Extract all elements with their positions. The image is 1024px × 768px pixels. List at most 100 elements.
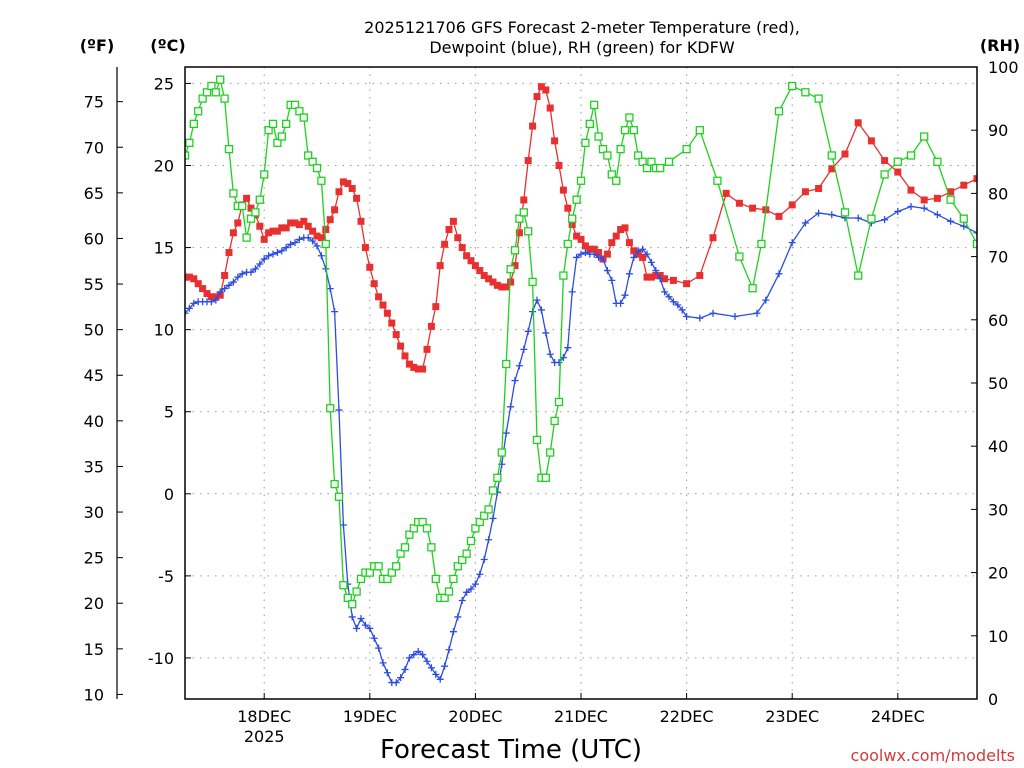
series-layer <box>185 75 977 687</box>
rh-point <box>238 201 247 211</box>
temperature-point <box>502 283 510 291</box>
rh-point <box>612 176 621 185</box>
temperature-point <box>559 186 567 194</box>
rh-point <box>506 265 515 274</box>
temperature-point <box>828 165 836 173</box>
temperature-point <box>273 227 281 235</box>
rh-point <box>374 562 383 571</box>
temperature-point <box>485 275 493 283</box>
rh-point <box>682 145 691 154</box>
temperature-point <box>709 234 717 242</box>
dewpoint-point <box>731 313 739 321</box>
temperature-point <box>287 219 295 227</box>
rh-point <box>774 107 784 116</box>
dewpoint-point <box>357 615 365 623</box>
rh-point <box>185 138 194 147</box>
rh-point <box>282 119 291 129</box>
dewpoint-point <box>427 664 435 672</box>
dewpoint-point <box>581 248 589 256</box>
rh-point <box>880 170 889 179</box>
dewpoint-point <box>524 327 532 335</box>
temperature-point <box>344 180 352 188</box>
temperature-point <box>894 168 902 176</box>
dewpoint-point <box>815 209 823 217</box>
dewpoint-point <box>894 207 902 215</box>
temperature-point <box>326 216 334 224</box>
temperature-point <box>256 222 264 230</box>
temperature-point <box>815 184 823 192</box>
rh-point <box>356 574 366 584</box>
dewpoint-point <box>630 253 638 261</box>
dewpoint-point <box>260 255 268 263</box>
fahrenheit-tick-label: 75 <box>84 93 104 112</box>
temperature-point <box>612 232 620 240</box>
temperature-point <box>414 365 422 373</box>
rh-point <box>493 473 502 482</box>
fahrenheit-tick-label: 55 <box>84 275 104 294</box>
dewpoint-point <box>669 298 677 306</box>
dewpoint-point <box>542 329 550 337</box>
dewpoint-point <box>573 253 581 261</box>
dewpoint-point <box>256 260 264 268</box>
temperature-point <box>841 150 849 158</box>
temperature-point <box>881 157 889 165</box>
dewpoint-point <box>661 288 669 296</box>
dewpoint-point <box>520 345 528 353</box>
rh-point <box>251 208 260 217</box>
rh-point <box>326 404 335 413</box>
dewpoint-point <box>507 403 515 411</box>
dewpoint-point <box>221 285 229 293</box>
temperature-point <box>568 221 576 229</box>
dewpoint-point <box>656 275 664 283</box>
temperature-point <box>203 290 211 298</box>
temperature-point <box>489 278 497 286</box>
dewpoint-point <box>269 250 277 258</box>
rh-point <box>308 157 317 166</box>
time-tick-sublabel: 2025 <box>244 727 285 746</box>
chart-title-line-1: 2025121706 GFS Forecast 2-meter Temperat… <box>364 18 800 37</box>
temperature-point <box>392 331 400 339</box>
rh-point <box>581 138 590 147</box>
temperature-point <box>775 212 783 220</box>
dewpoint-point <box>410 651 418 659</box>
temperature-point <box>533 93 541 101</box>
rh-point <box>656 163 665 173</box>
fahrenheit-tick-label: 70 <box>84 138 104 157</box>
rh-point <box>339 581 348 590</box>
dewpoint-point <box>436 675 444 683</box>
rh-point <box>497 448 506 457</box>
rh-point <box>528 277 537 287</box>
rh-point <box>229 189 238 198</box>
dewpoint-point <box>471 580 479 588</box>
temperature-point <box>366 263 374 271</box>
rh-point <box>348 600 357 609</box>
celsius-tick-label: 20 <box>154 156 174 175</box>
dewpoint-point <box>933 211 941 219</box>
dewpoint-point <box>603 267 611 275</box>
rh-point <box>422 524 432 533</box>
time-tick-label: 23DEC <box>765 707 819 726</box>
dewpoint-point <box>383 669 391 677</box>
dewpoint-point <box>326 285 334 293</box>
dewpoint-point <box>907 203 915 211</box>
rh-tick-label: 10 <box>988 627 1008 646</box>
dewpoint-point <box>454 613 462 621</box>
time-tick-label: 21DEC <box>554 707 608 726</box>
rh-point <box>330 479 339 489</box>
dewpoint-point <box>185 309 189 317</box>
temperature-point <box>194 280 202 288</box>
rh-point <box>400 543 410 552</box>
rh-point <box>304 151 313 160</box>
temperature-point <box>458 244 466 252</box>
dewpoint-point <box>234 273 242 281</box>
celsius-tick-label: 0 <box>164 485 174 504</box>
rh-point <box>515 214 524 223</box>
temperature-point <box>669 276 677 284</box>
dewpoint-point <box>335 406 343 414</box>
dewpoint-point <box>405 654 413 662</box>
rh-point <box>695 126 704 135</box>
rh-point <box>814 94 823 103</box>
temperature-point <box>696 271 704 279</box>
temperature-point <box>375 293 383 301</box>
dewpoint-point <box>599 255 607 263</box>
